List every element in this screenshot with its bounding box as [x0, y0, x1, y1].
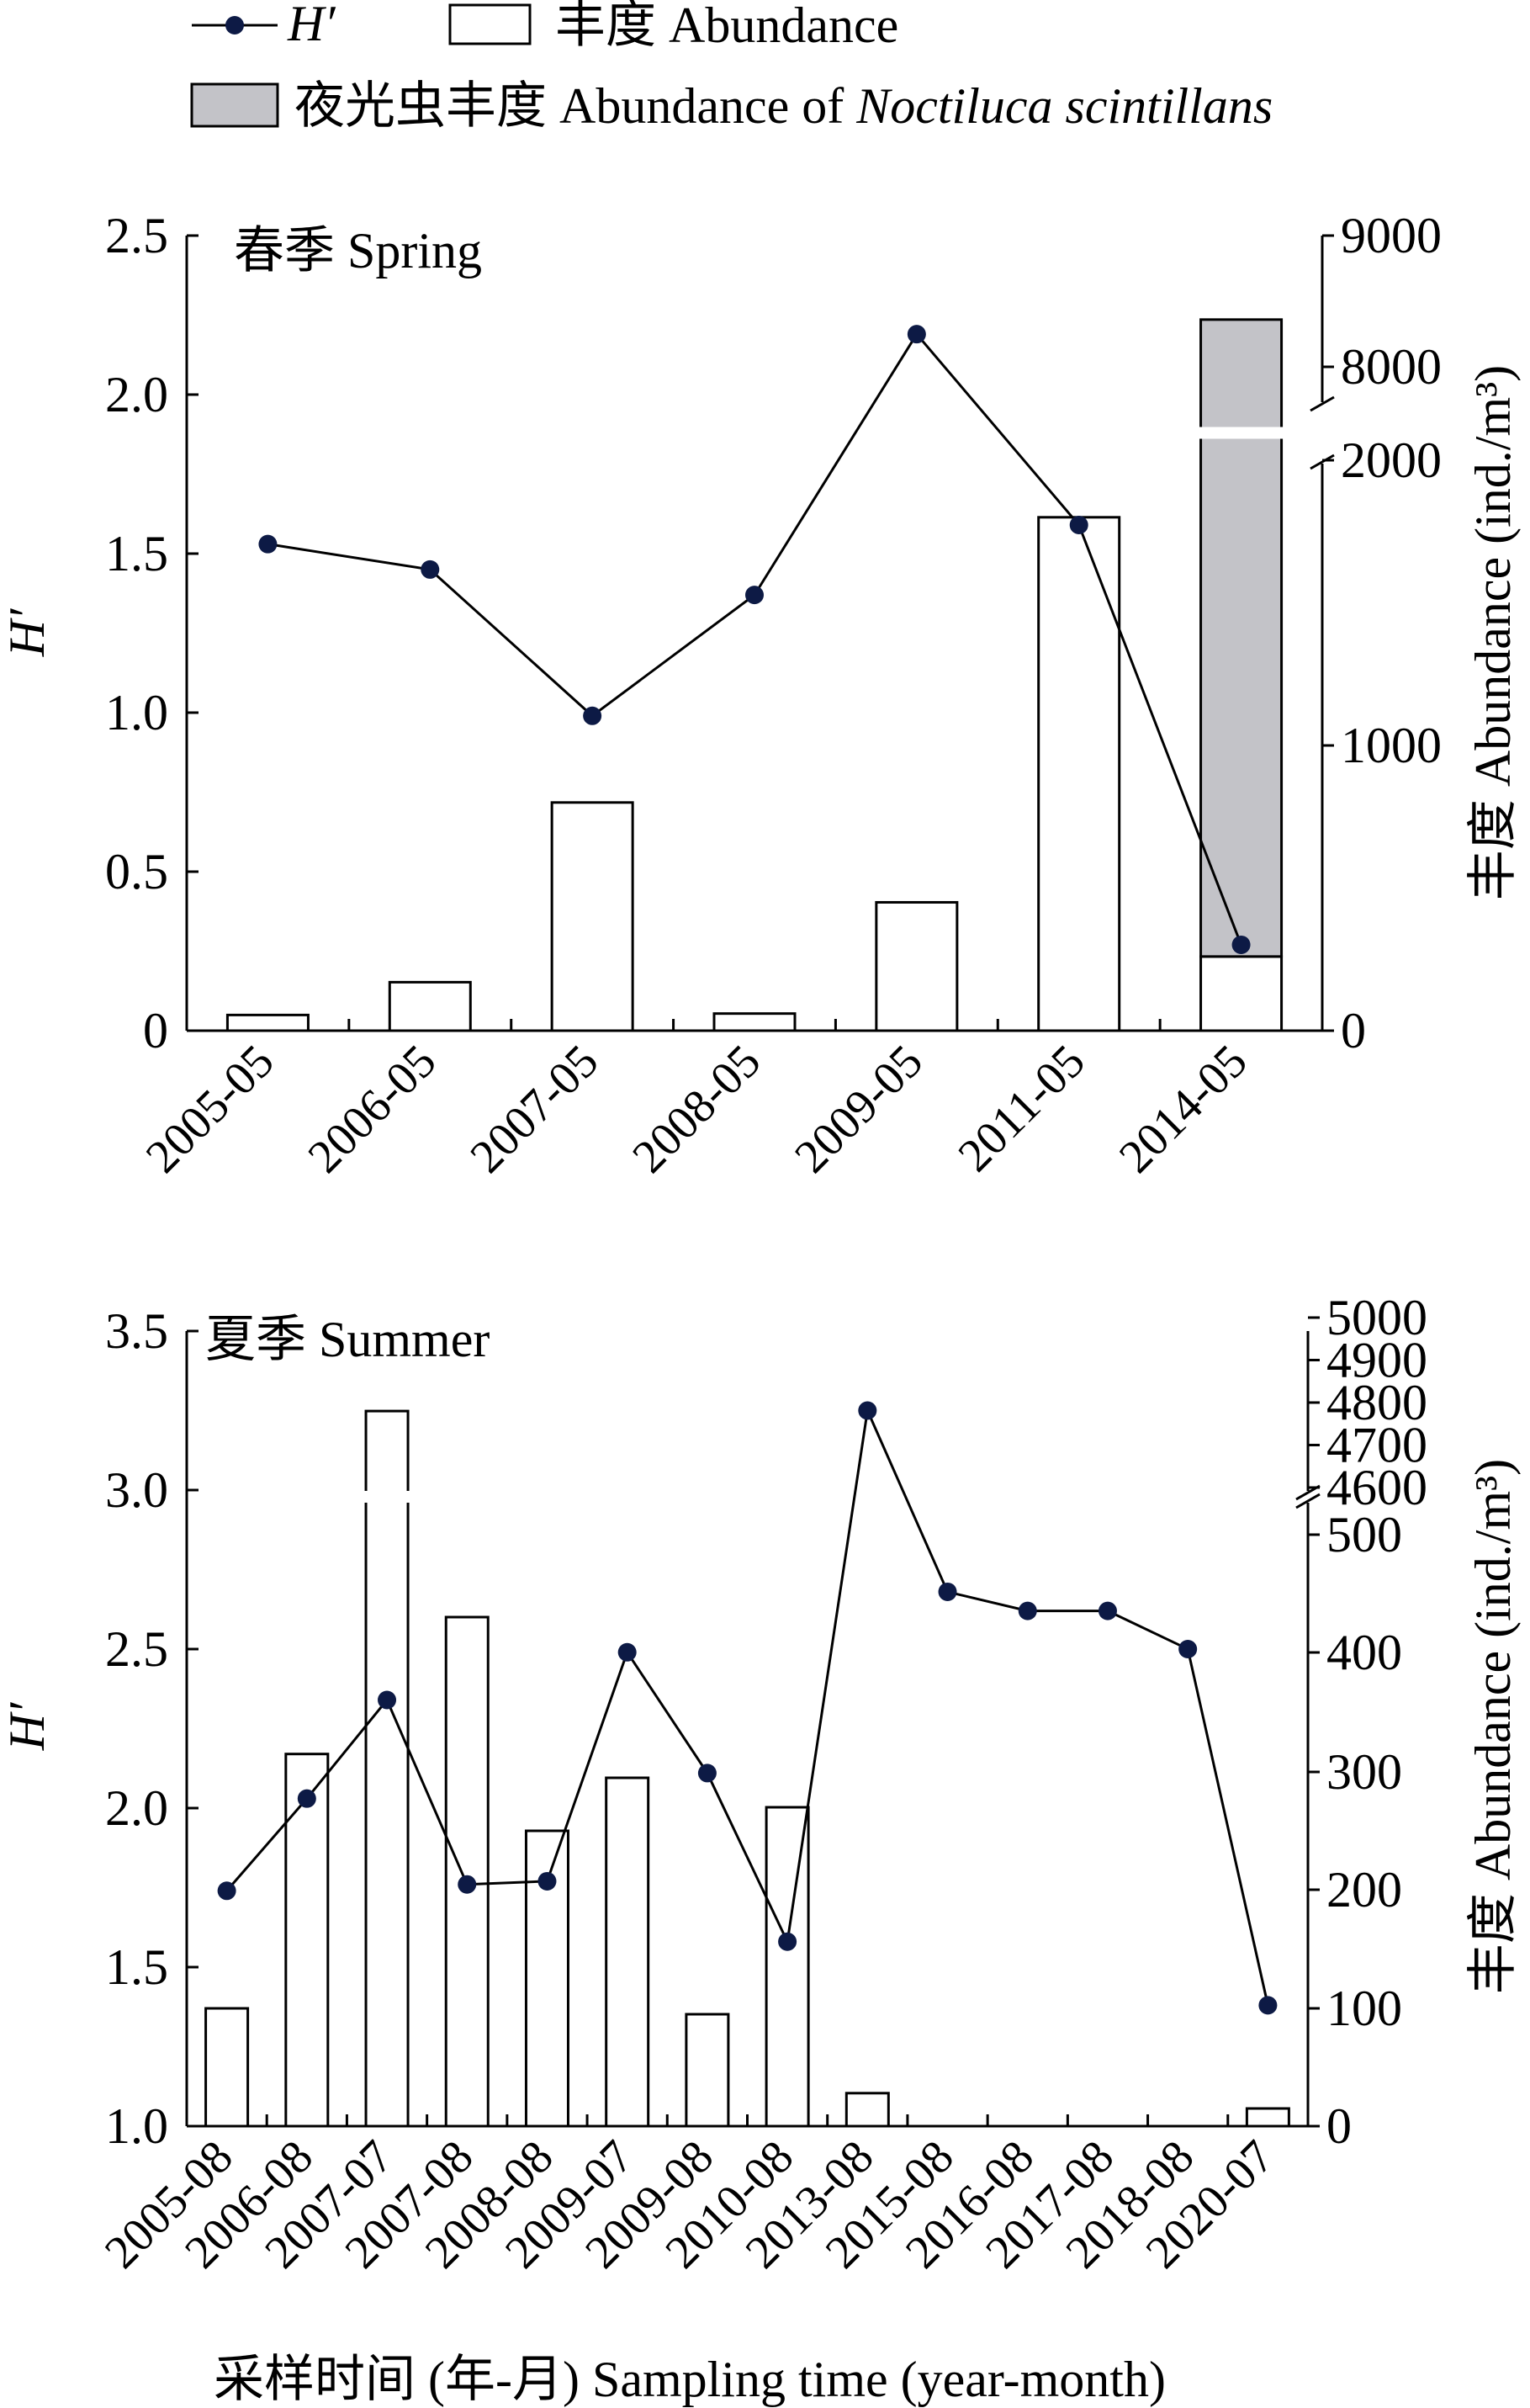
panel-label: 春季 Spring: [234, 223, 482, 278]
left-tick-label: 2.0: [105, 367, 168, 422]
hprime-point: [907, 325, 926, 344]
hprime-point: [1231, 935, 1251, 954]
abundance-bar: [444, 1615, 490, 2128]
legend-hprime-label: H′: [287, 0, 336, 51]
bar-break-gap: [361, 1491, 414, 1503]
bar-break-gap: [1195, 427, 1287, 439]
right-tick-label: 500: [1326, 1507, 1402, 1562]
abundance-bar: [1199, 955, 1284, 1032]
legend-noctiluca-swatch: [190, 82, 279, 128]
abundance-bar: [388, 980, 472, 1032]
right-tick-label: 1000: [1341, 718, 1442, 773]
abundance-bar: [685, 2013, 730, 2128]
abundance-bar: [204, 2007, 250, 2128]
hprime-point: [858, 1401, 877, 1420]
hprime-point: [938, 1582, 957, 1601]
hprime-point: [297, 1789, 316, 1808]
abundance-bar: [605, 1776, 650, 2128]
hprime-point: [217, 1881, 236, 1901]
x-tick-label: 2007-05: [461, 1035, 609, 1183]
noctiluca-bar: [1199, 318, 1284, 958]
left-tick-label: 2.0: [105, 1780, 168, 1836]
right-tick-label: 2000: [1341, 432, 1442, 488]
right-tick-label: 0: [1341, 1003, 1366, 1058]
left-tick-label: 1.5: [105, 1939, 168, 1995]
legend: H′ 丰度 Abundance 夜光虫丰度 Abundance of Nocti…: [190, 0, 1273, 134]
abundance-bar: [712, 1012, 797, 1032]
spring-panel: 00.51.01.52.02.5010002000800090002005-05…: [0, 208, 1521, 1183]
hprime-point: [258, 534, 278, 554]
hprime-point: [778, 1932, 797, 1951]
hprime-point: [583, 706, 602, 725]
right-axis-label: 丰度 Abundance (ind./m³): [1465, 365, 1521, 900]
summer-panel: 1.0 1.5 2.0 2.5 3.0 3.5 0 100 200 300 400 500460047…: [0, 1290, 1521, 2407]
right-tick-label: 4600: [1326, 1460, 1427, 1515]
left-axis-label: H′: [0, 608, 55, 657]
abundance-bar: [550, 801, 634, 1032]
abundance-bar: [1245, 2107, 1290, 2128]
hprime-point: [537, 1871, 557, 1891]
axis-break-mark: [1310, 395, 1335, 412]
right-tick-label: 0: [1326, 2098, 1352, 2154]
x-axis-label: 采样时间 (年-月) Sampling time (year-month): [214, 2352, 1166, 2407]
left-tick-label: 0.5: [105, 844, 168, 899]
left-tick-label: 1.5: [105, 526, 168, 581]
abundance-bar: [765, 1806, 810, 2128]
legend-noctiluca-prefix: 夜光虫丰度 Abundance of: [294, 78, 856, 134]
abundance-bar: [844, 2092, 890, 2128]
hprime-point: [1258, 1996, 1278, 2015]
right-axis-label: 丰度 Abundance (ind./m³): [1465, 1459, 1521, 1994]
hprime-point: [421, 560, 440, 579]
legend-abundance-label: 丰度 Abundance: [555, 0, 898, 53]
axis-break-mark: [1295, 1493, 1321, 1509]
right-tick-label: 300: [1326, 1744, 1402, 1800]
left-tick-label: 2.5: [105, 1621, 168, 1677]
hprime-point: [745, 586, 764, 605]
abundance-bar: [225, 1013, 310, 1032]
right-tick-label: 9000: [1341, 208, 1442, 263]
abundance-bar: [1037, 516, 1121, 1032]
panel-label: 夏季 Summer: [205, 1312, 490, 1367]
legend-noctiluca-species: Noctiluca scintillans: [855, 78, 1273, 134]
axis-break-mark: [1310, 453, 1335, 470]
right-tick-label: 8000: [1341, 339, 1442, 395]
abundance-bar: [875, 900, 959, 1032]
x-tick-label: 2006-05: [299, 1035, 447, 1183]
x-tick-label: 2011-05: [949, 1035, 1095, 1181]
hprime-point: [617, 1642, 637, 1662]
hprime-line: [225, 1406, 1269, 2006]
abundance-bar: [284, 1753, 330, 2128]
x-tick-label: 2008-05: [622, 1035, 770, 1183]
right-tick-label: 4700: [1326, 1418, 1427, 1473]
legend-abundance-swatch: [448, 3, 532, 45]
left-tick-label: 1.0: [105, 2098, 168, 2154]
right-tick-label: 4900: [1326, 1333, 1427, 1388]
hprime-point: [1098, 1601, 1117, 1620]
hprime-point: [697, 1764, 717, 1783]
right-tick-label: 5000: [1326, 1290, 1427, 1345]
hprime-point: [458, 1875, 477, 1894]
hprime-point: [1178, 1640, 1198, 1658]
left-tick-label: 0: [143, 1003, 168, 1058]
hprime-point: [378, 1690, 397, 1710]
abundance-bar: [364, 1409, 410, 2128]
legend-marker-swatch: [225, 16, 244, 34]
hprime-point: [1069, 515, 1088, 534]
x-tick-label: 2009-05: [785, 1035, 933, 1183]
hprime-point: [1018, 1601, 1037, 1620]
right-tick-label: 200: [1326, 1862, 1402, 1917]
left-tick-label: 3.0: [105, 1462, 168, 1518]
x-tick-label: 2014-05: [1109, 1035, 1257, 1183]
right-tick-label: 400: [1326, 1625, 1402, 1680]
right-tick-label: 4800: [1326, 1375, 1427, 1430]
left-tick-label: 3.5: [105, 1303, 168, 1359]
right-tick-label: 100: [1326, 1981, 1402, 2036]
left-axis-label: H′: [0, 1702, 55, 1751]
left-tick-label: 2.5: [105, 208, 168, 263]
legend-noctiluca-label: 夜光虫丰度 Abundance of Noctiluca scintillans: [294, 78, 1273, 134]
left-tick-label: 1.0: [105, 685, 168, 740]
